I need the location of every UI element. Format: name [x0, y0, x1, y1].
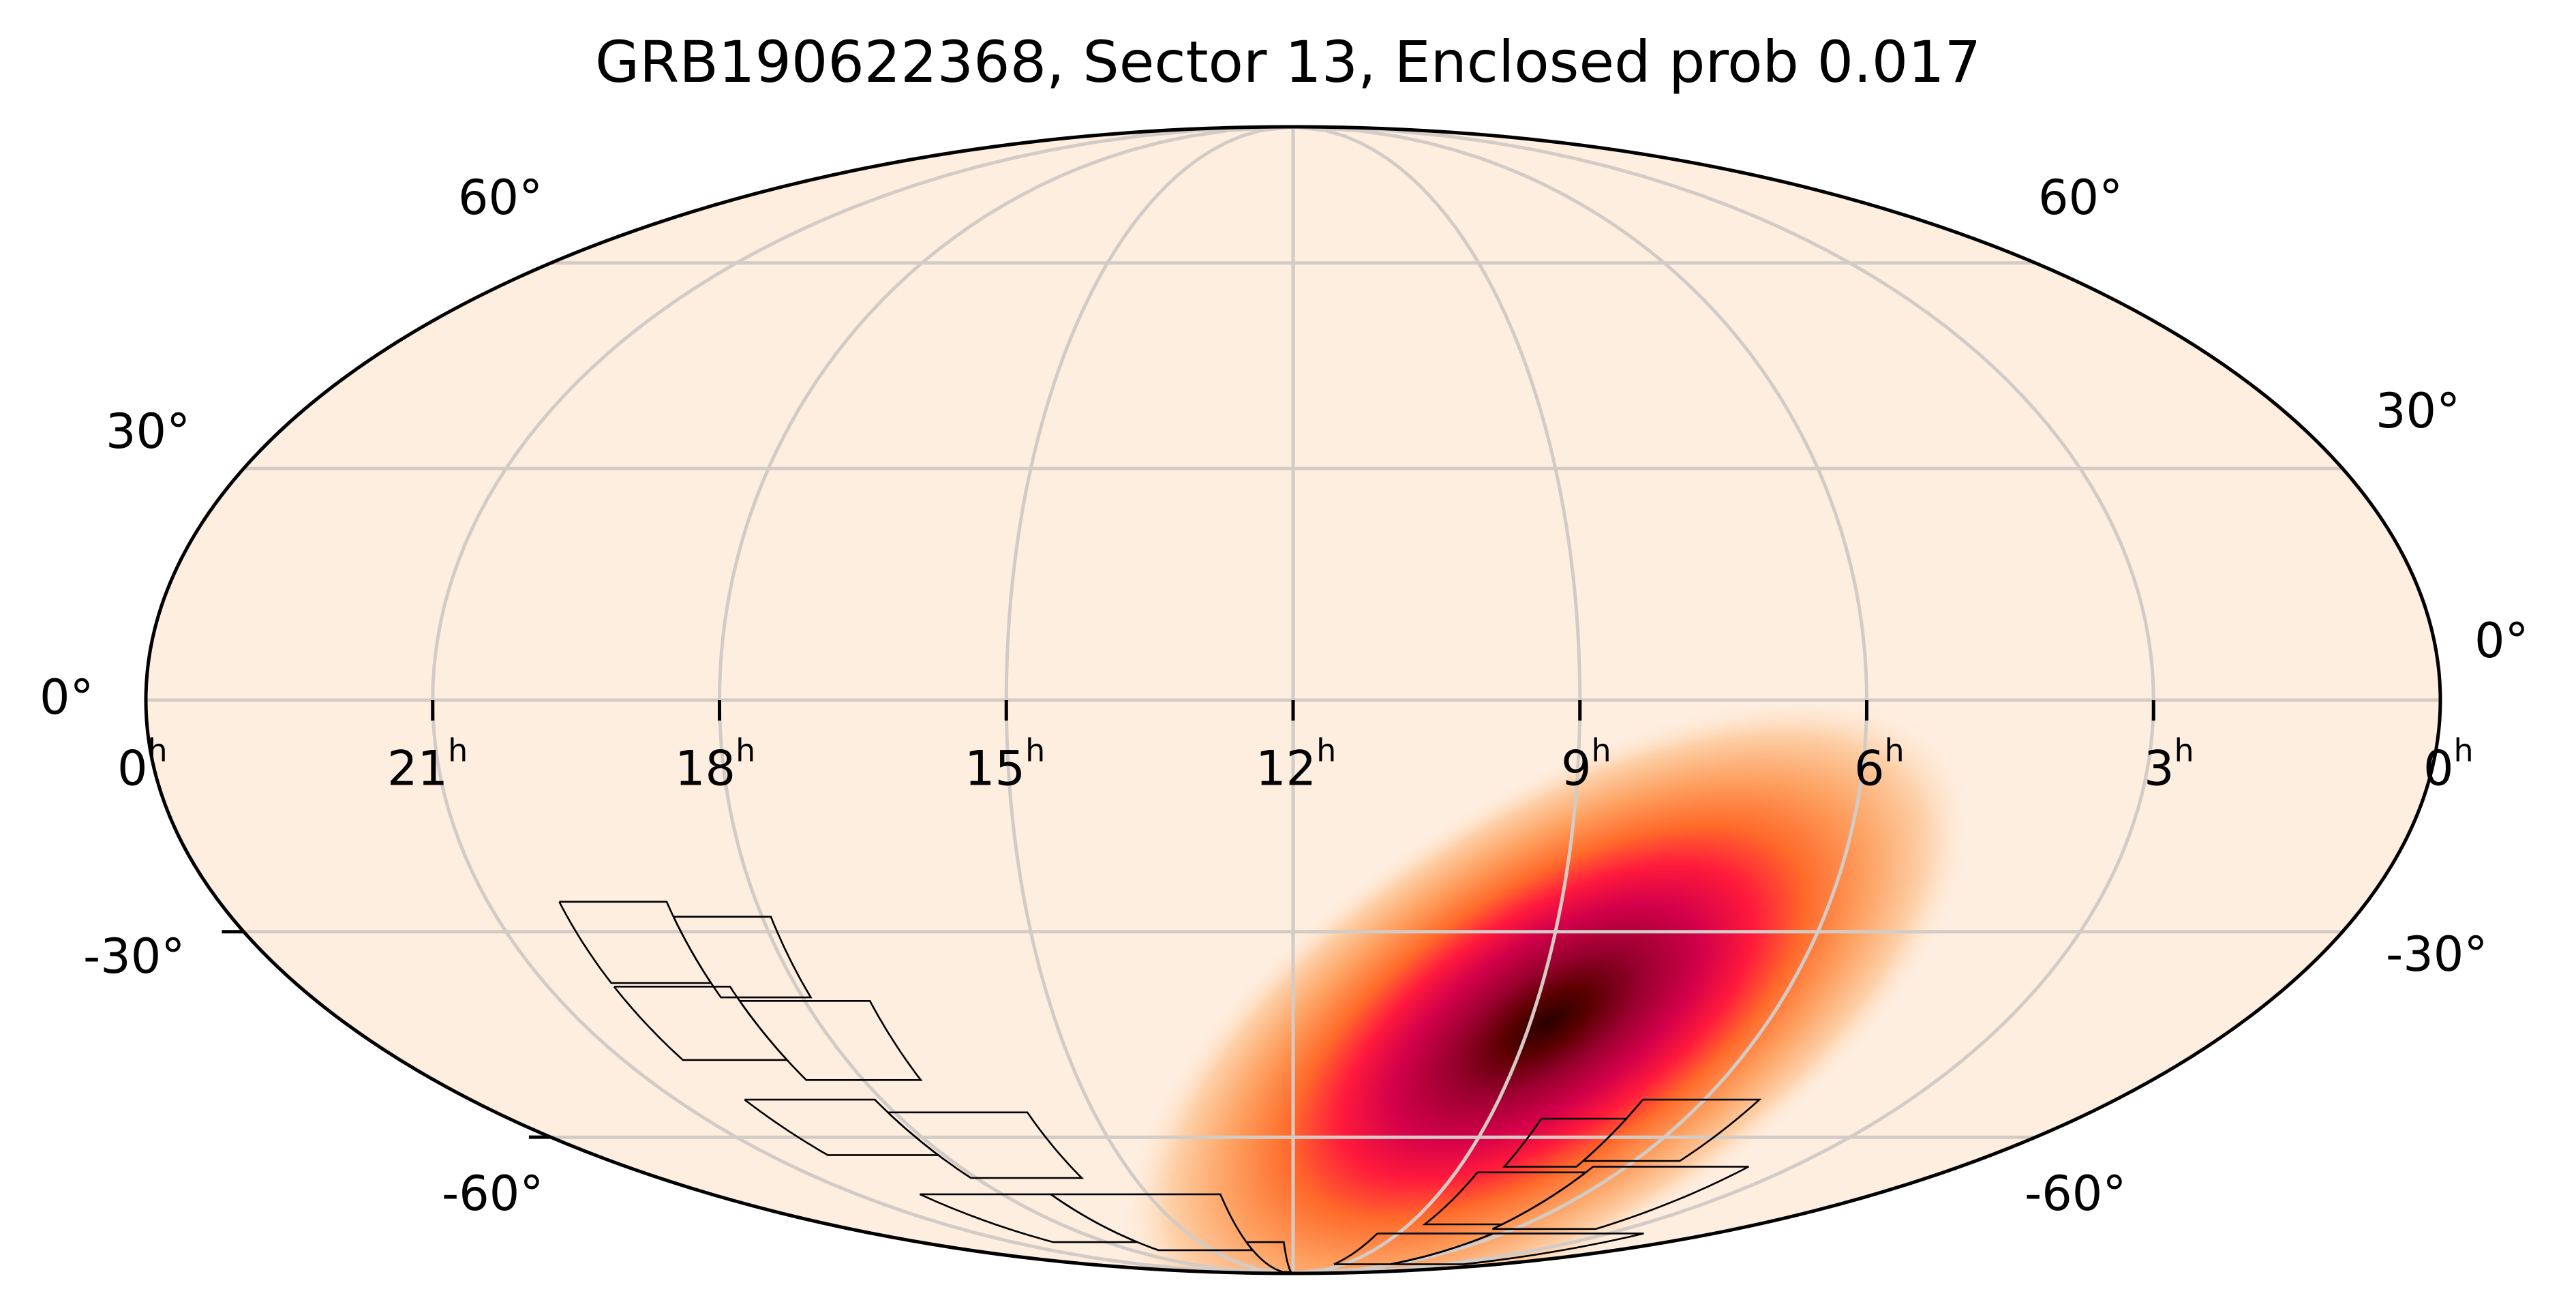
- sky-outline: [144, 125, 2442, 1275]
- ccd-outline: [887, 1111, 1085, 1179]
- ccd-outline: [1491, 1166, 1749, 1230]
- ccd-outline: [1390, 1233, 1644, 1265]
- dec-label-left--60°: -60°: [442, 1166, 544, 1222]
- ra-label-6h: 6h: [1854, 732, 1905, 797]
- dec-label-right-60°: 60°: [2038, 170, 2123, 226]
- ra-label-0h: 0h: [117, 732, 168, 797]
- dec-label-left-60°: 60°: [458, 170, 543, 226]
- dec-label-right-30°: 30°: [2376, 383, 2461, 439]
- ra-label-3h: 3h: [2144, 732, 2194, 797]
- ccd-outline: [1581, 1098, 1762, 1162]
- dec-label-right--30°: -30°: [2386, 926, 2488, 982]
- dec-label-left--30°: -30°: [83, 928, 185, 984]
- probability-heatmap: [1117, 695, 1978, 1273]
- ccd-outline: [1502, 1117, 1628, 1168]
- dec-label-right-0°: 0°: [2474, 613, 2529, 669]
- ra-label-0h: 0h: [2423, 732, 2474, 797]
- ra-label-18h: 18h: [675, 732, 756, 797]
- ra-label-12h: 12h: [1256, 732, 1337, 797]
- tess-footprints: [558, 901, 1762, 1273]
- dec-label-left-0°: 0°: [40, 669, 94, 725]
- ra-label-21h: 21h: [387, 732, 468, 797]
- ra-label-9h: 9h: [1561, 732, 1611, 797]
- dec-label-left-30°: 30°: [106, 404, 191, 459]
- ra-label-15h: 15h: [965, 732, 1046, 797]
- ccd-outline: [739, 1000, 923, 1081]
- ra-ticks: [222, 700, 2155, 1139]
- ccd-outline: [672, 916, 813, 999]
- dec-label-right--60°: -60°: [2025, 1166, 2127, 1222]
- chart-title: GRB190622368, Sector 13, Enclosed prob 0…: [594, 29, 1982, 95]
